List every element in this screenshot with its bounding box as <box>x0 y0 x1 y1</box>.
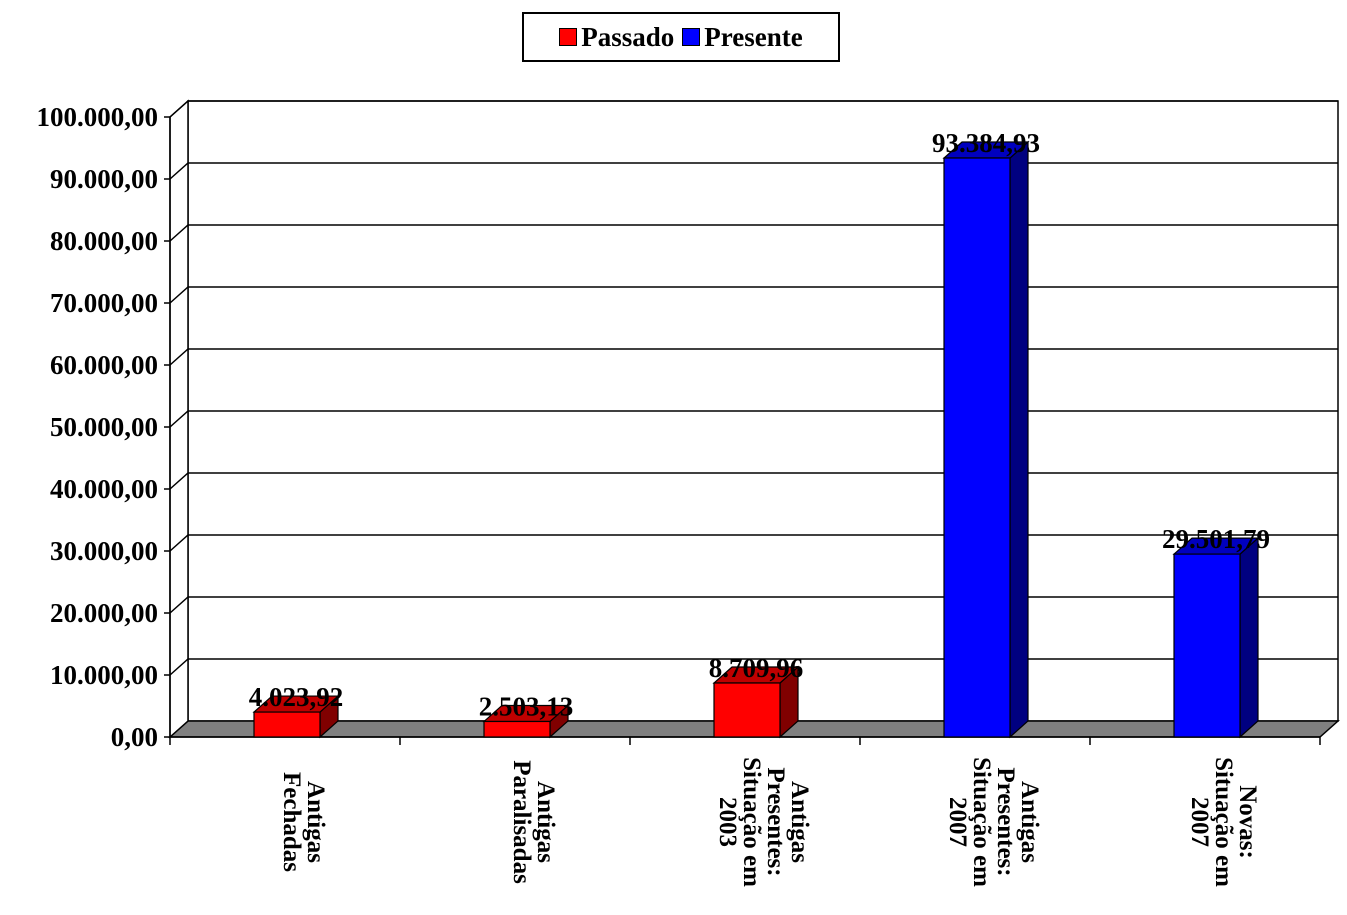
legend-label-presente: Presente <box>704 21 803 52</box>
y-tick-label: 50.000,00 <box>50 412 158 442</box>
x-tick-label: Presentes: <box>992 767 1019 876</box>
y-tick-label: 40.000,00 <box>50 474 158 504</box>
data-label: 2.503,13 <box>479 691 574 721</box>
bar <box>483 720 551 738</box>
legend: Passado Presente <box>522 12 840 62</box>
legend-swatch-presente <box>682 28 701 46</box>
x-tick-label: 2007 <box>944 797 971 847</box>
x-tick-label: Situação em <box>968 757 995 887</box>
y-tick-label: 80.000,00 <box>50 226 158 256</box>
x-tick-label: Antigas <box>302 781 329 863</box>
data-label: 93.384,93 <box>932 128 1040 158</box>
data-label: 8.709,96 <box>709 653 804 683</box>
legend-item-presente: Presente <box>682 21 803 53</box>
x-tick-label: Situação em <box>738 757 765 887</box>
legend-item-passado: Passado <box>559 22 674 53</box>
y-tick-label: 90.000,00 <box>50 164 158 194</box>
legend-swatch-passado <box>559 28 578 46</box>
x-tick-label: Situação em <box>1210 757 1237 887</box>
y-tick-label: 10.000,00 <box>50 660 158 690</box>
y-tick-label: 0,00 <box>111 722 158 752</box>
x-tick-label: Antigas <box>532 781 559 863</box>
x-tick-label: Fechadas <box>278 772 305 872</box>
x-tick-label: 2003 <box>714 797 741 847</box>
y-tick-label: 20.000,00 <box>50 598 158 628</box>
gridline <box>169 100 1338 118</box>
legend-label-passado: Passado <box>581 21 675 52</box>
bar <box>253 711 321 738</box>
x-tick-label: 2007 <box>1186 797 1213 847</box>
x-tick-label: Paralisadas <box>508 760 535 884</box>
x-tick-label: Antigas <box>786 781 813 863</box>
bar-side <box>1009 140 1029 739</box>
y-tick-label: 30.000,00 <box>50 536 158 566</box>
bar <box>1173 553 1241 738</box>
data-label: 29.501,79 <box>1162 524 1270 554</box>
data-label: 4.023,92 <box>249 682 344 712</box>
x-tick-label: Antigas <box>1016 781 1043 863</box>
x-tick-label: Presentes: <box>762 767 789 876</box>
y-tick-label: 70.000,00 <box>50 288 158 318</box>
bar-side <box>1239 536 1259 739</box>
x-tick-label: Novas: <box>1234 785 1261 859</box>
bar <box>713 682 781 738</box>
y-tick-label: 100.000,00 <box>37 102 159 132</box>
y-tick-label: 60.000,00 <box>50 350 158 380</box>
bar <box>943 157 1011 738</box>
